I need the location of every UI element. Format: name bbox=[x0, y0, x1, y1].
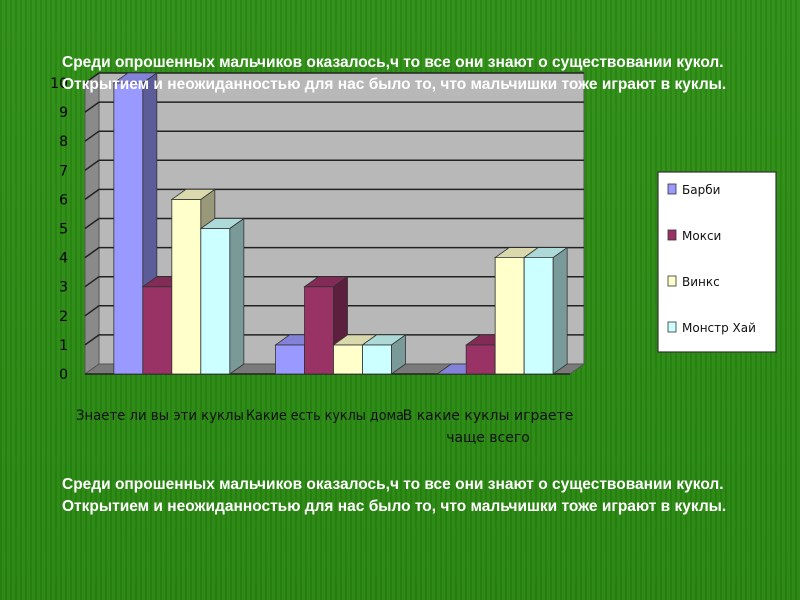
y-tick-label: 9 bbox=[59, 105, 68, 121]
gridline bbox=[84, 275, 584, 288]
gridline bbox=[84, 72, 584, 84]
legend-swatch bbox=[667, 321, 677, 333]
gridline bbox=[84, 305, 584, 317]
legend-swatch bbox=[667, 183, 677, 195]
y-tick-label: 8 bbox=[59, 134, 68, 150]
bar bbox=[275, 344, 305, 375]
bar bbox=[523, 257, 554, 375]
bar bbox=[333, 344, 363, 375]
bar-side bbox=[552, 246, 568, 375]
gridline bbox=[84, 217, 584, 230]
gridline bbox=[84, 159, 584, 171]
slide-caption-top: Среди опрошенных мальчиков оказалось,ч т… bbox=[62, 54, 727, 93]
slide-caption-bottom: Среди опрошенных мальчиков оказалось,ч т… bbox=[62, 476, 727, 515]
bar-side bbox=[391, 334, 406, 375]
legend-label: Винкс bbox=[682, 275, 720, 289]
bar bbox=[200, 228, 231, 375]
legend-label: Барби bbox=[682, 183, 720, 197]
y-tick-label: 7 bbox=[59, 163, 68, 179]
legend-swatch bbox=[667, 275, 677, 287]
legend-box bbox=[657, 171, 777, 353]
bar bbox=[304, 286, 334, 375]
bar bbox=[142, 286, 173, 375]
y-tick-label: 3 bbox=[59, 280, 68, 296]
y-tick-label: 5 bbox=[59, 222, 68, 238]
gridline bbox=[84, 246, 584, 259]
gridline bbox=[84, 334, 584, 346]
bar bbox=[362, 344, 392, 375]
gridline bbox=[84, 101, 584, 113]
bar-side bbox=[229, 217, 245, 375]
y-tick-label: 0 bbox=[59, 367, 68, 383]
y-tick-label: 10 bbox=[50, 76, 68, 92]
x-tick-label: Какие есть куклы дома bbox=[246, 408, 404, 424]
x-tick-label: В какие куклы играете чаще всего bbox=[403, 408, 574, 446]
bar bbox=[465, 344, 496, 375]
gridline bbox=[84, 188, 584, 201]
legend-swatch bbox=[667, 229, 677, 241]
y-tick-label: 6 bbox=[59, 192, 68, 208]
y-tick-label: 4 bbox=[59, 251, 68, 267]
bar bbox=[171, 198, 202, 375]
bar bbox=[494, 257, 525, 375]
legend-label: Монстр Хай bbox=[682, 321, 756, 335]
legend-label: Мокси bbox=[682, 229, 721, 243]
gridline bbox=[84, 130, 584, 142]
y-tick-label: 2 bbox=[59, 309, 68, 325]
bar bbox=[113, 82, 144, 375]
x-tick-label: Знаете ли вы эти куклы bbox=[76, 408, 244, 424]
y-tick-label: 1 bbox=[59, 338, 68, 354]
